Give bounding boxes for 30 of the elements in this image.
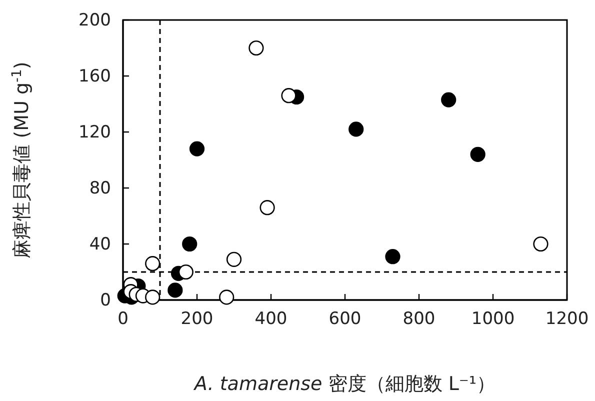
point (441, 92, 456, 108)
point (168, 282, 183, 298)
point (189, 141, 205, 156)
point (145, 256, 160, 272)
y-tick-label: 80 (89, 178, 111, 198)
x-tick-label: 400 (254, 309, 288, 330)
point (260, 200, 275, 216)
point (182, 236, 198, 252)
x-tick-label: 600 (328, 309, 362, 330)
point (145, 290, 160, 305)
x-axis-title: A. tamarense 密度（細胞数 L⁻¹） (192, 373, 496, 395)
x-tick-label: 1000 (471, 309, 515, 330)
x-tick-label: 800 (402, 309, 436, 330)
point (281, 88, 296, 104)
x-tick-label: 1200 (545, 309, 589, 330)
point (533, 236, 548, 252)
point (226, 252, 242, 267)
x-tick-label: 200 (180, 309, 214, 330)
point (385, 249, 400, 264)
y-tick-label: 0 (100, 290, 111, 310)
x-tick-label: 0 (118, 309, 128, 330)
y-tick-label: 40 (89, 234, 111, 254)
point (470, 146, 486, 162)
point (178, 264, 194, 280)
point (348, 122, 364, 137)
y-tick-label: 200 (78, 10, 111, 30)
y-tick-label: 120 (78, 122, 111, 142)
y-tick-label: 160 (78, 66, 111, 86)
point (219, 290, 234, 305)
point (248, 40, 264, 56)
